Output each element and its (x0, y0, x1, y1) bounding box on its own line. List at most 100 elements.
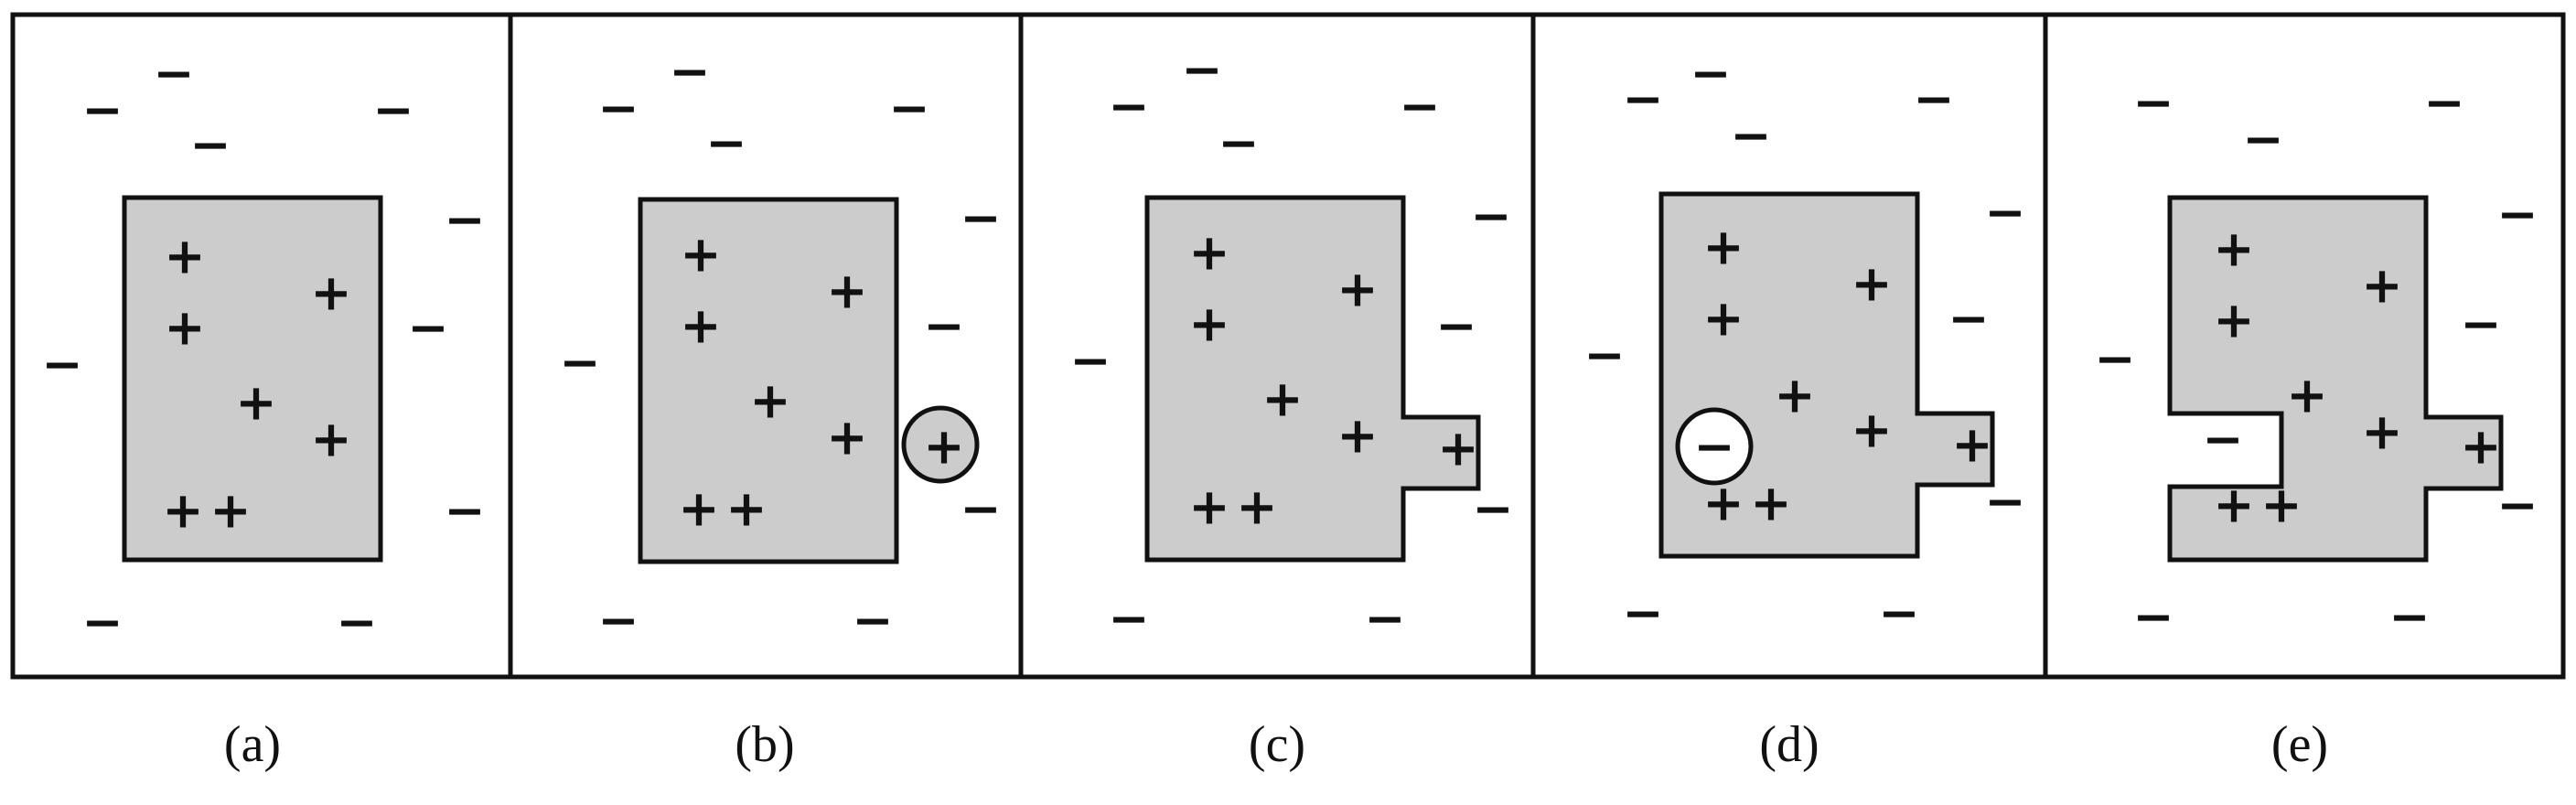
minus-charge: − (444, 191, 485, 249)
minus-charge: − (1693, 418, 1734, 476)
plus-charge: + (1336, 407, 1378, 465)
plus-charge: + (162, 482, 203, 540)
minus-charge: − (444, 482, 485, 540)
minus-charge: − (41, 336, 82, 393)
minus-charge: − (1435, 297, 1476, 355)
minus-charge: − (2423, 74, 2464, 132)
minus-charge: − (1913, 70, 1954, 128)
minus-charge: − (1730, 107, 1771, 165)
panel-caption: (e) (2271, 716, 2328, 773)
positive-region (638, 197, 899, 564)
plus-charge: + (1437, 420, 1478, 478)
minus-charge: − (2132, 588, 2174, 646)
minus-charge: − (1108, 590, 1149, 648)
positive-region (122, 195, 383, 563)
minus-charge: − (960, 480, 1001, 538)
plus-charge: + (680, 226, 721, 284)
plus-charge: + (1236, 478, 1277, 536)
minus-charge: − (923, 297, 964, 355)
plus-charge: + (1188, 478, 1229, 536)
plus-charge: + (1774, 367, 1815, 424)
plus-charge: + (1750, 475, 1791, 532)
panel-a: + + + + + + + − − − − − − − − − − (a) (41, 45, 485, 774)
minus-charge: − (336, 594, 377, 651)
minus-charge: − (1690, 45, 1731, 102)
panel-caption: (d) (1759, 716, 1819, 773)
minus-charge: − (597, 592, 639, 649)
minus-charge: − (1984, 184, 2025, 242)
minus-charge: − (559, 334, 600, 392)
minus-charge: − (960, 189, 1001, 247)
minus-charge: − (705, 114, 746, 172)
minus-charge: − (2132, 74, 2174, 132)
minus-charge: − (1878, 585, 1919, 642)
panel-d: + + + + + + + + − − − − − − − − − − − (d… (1583, 45, 2025, 774)
minus-charge: − (189, 116, 231, 174)
plus-charge: + (2286, 367, 2327, 424)
plus-charge: + (1851, 402, 1892, 459)
minus-charge: − (597, 80, 639, 137)
minus-charge: − (669, 43, 710, 101)
plus-charge: + (1951, 416, 1992, 474)
plus-charge: + (1702, 219, 1744, 276)
panel-caption: (a) (224, 716, 281, 773)
minus-charge: − (1583, 327, 1625, 384)
panel-b: + + + + + + + + − − − − − − − − − − (b) (559, 43, 1001, 774)
minus-charge: − (407, 299, 448, 357)
panel-c: + + + + + + + + − − − − − − − − − − (c) (1069, 41, 1513, 774)
minus-charge: − (1470, 188, 1511, 245)
minus-charge: − (1108, 78, 1149, 135)
minus-charge: − (852, 592, 893, 649)
minus-charge: − (2242, 111, 2283, 168)
plus-charge: + (209, 482, 251, 540)
positive-charge-bubble (901, 405, 980, 484)
plus-charge: + (2260, 477, 2302, 534)
plus-charge: + (2213, 292, 2254, 349)
negative-charge-bubble (1675, 407, 1754, 486)
minus-charge: − (153, 45, 194, 102)
plus-charge: + (1261, 370, 1303, 428)
plus-charge: + (235, 374, 276, 432)
minus-charge: − (81, 81, 123, 139)
minus-charge: − (1218, 114, 1259, 172)
minus-charge: − (1984, 473, 2025, 531)
plus-charge: + (310, 411, 351, 468)
plus-charge: + (826, 409, 867, 467)
minus-charge: − (1472, 480, 1513, 538)
plus-charge: + (164, 228, 205, 285)
minus-charge: − (81, 594, 123, 651)
plus-charge: + (164, 299, 205, 357)
panel-caption: (c) (1249, 716, 1305, 773)
minus-charge: − (1181, 41, 1222, 99)
plus-charge: + (1851, 255, 1892, 313)
plus-charge: + (1188, 295, 1229, 353)
minus-charge: − (2202, 411, 2243, 468)
minus-charge: − (1622, 585, 1663, 642)
plus-charge: + (2460, 418, 2501, 476)
plus-charge: + (923, 418, 964, 476)
minus-charge: − (888, 80, 929, 137)
plus-charge: + (1188, 224, 1229, 282)
minus-charge: − (2496, 186, 2538, 243)
positive-region (1144, 195, 1481, 563)
plus-charge: + (2213, 477, 2254, 534)
minus-charge: − (1399, 78, 1440, 135)
plus-charge: + (2213, 220, 2254, 278)
plus-charge: + (749, 372, 790, 430)
plus-charge: + (1702, 290, 1744, 348)
minus-charge: − (2460, 295, 2501, 353)
minus-charge: − (2496, 477, 2538, 534)
plus-charge: + (2361, 403, 2402, 461)
plus-charge: + (1336, 261, 1378, 318)
plus-charge: + (310, 264, 351, 322)
plus-charge: + (2361, 257, 2402, 315)
minus-charge: − (1622, 70, 1663, 128)
minus-charge: − (2094, 330, 2135, 388)
plus-charge: + (678, 480, 719, 538)
positive-region (2167, 195, 2504, 563)
plus-charge: + (680, 297, 721, 355)
minus-charge: − (1948, 290, 1989, 348)
plus-charge: + (826, 263, 867, 320)
minus-charge: − (1364, 590, 1405, 648)
